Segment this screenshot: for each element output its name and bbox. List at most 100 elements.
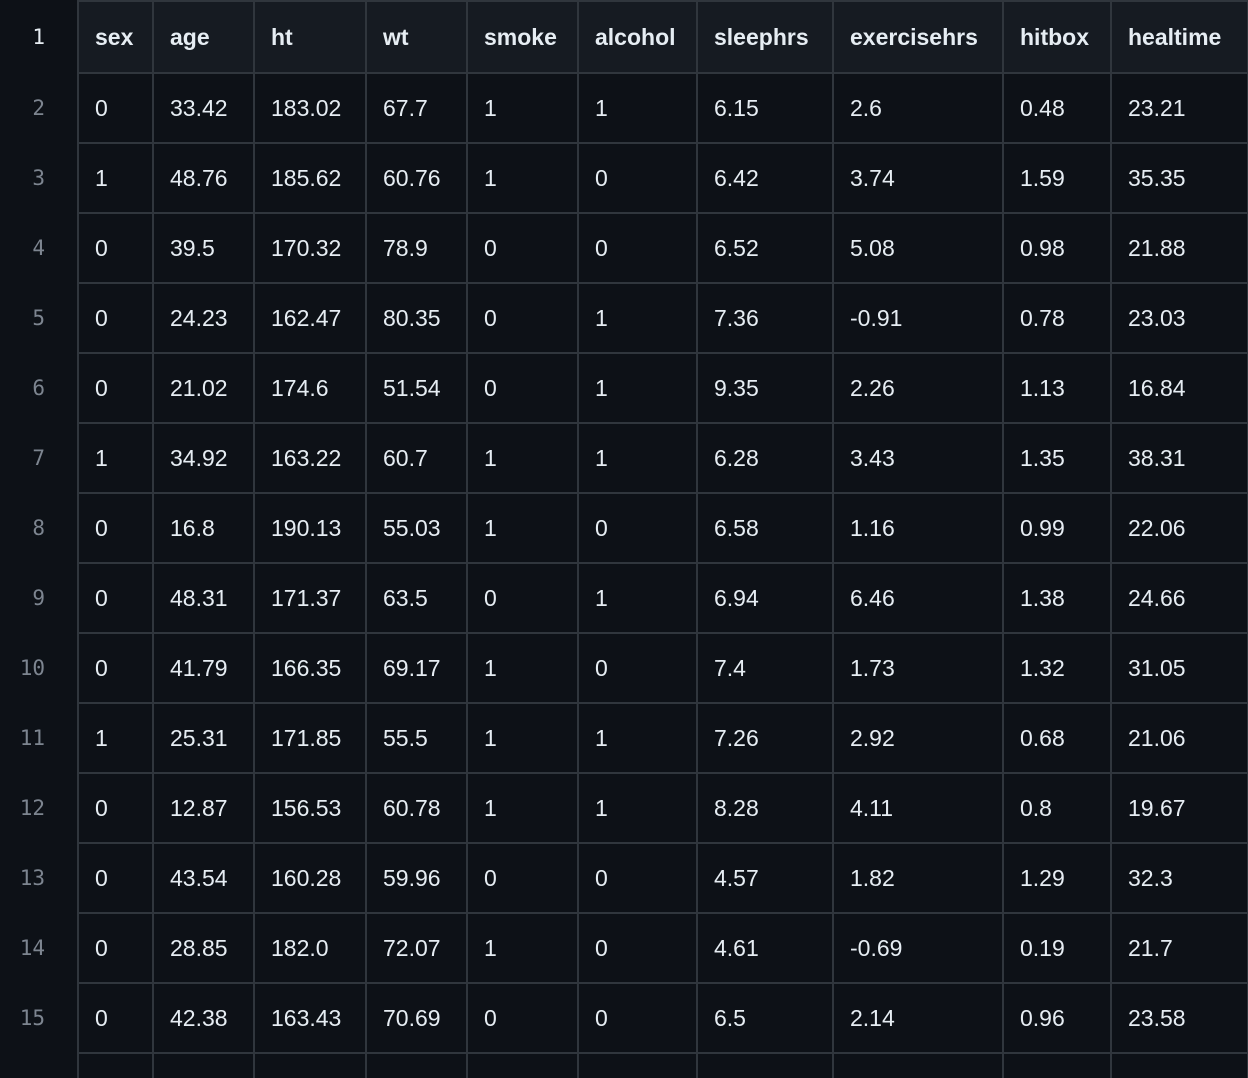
table-cell [1002, 1052, 1112, 1078]
table-cell: 1.82 [832, 842, 1004, 914]
table-cell: 35.35 [1110, 142, 1248, 214]
table-cell: 0 [77, 772, 154, 844]
table-cell: 43.54 [152, 842, 255, 914]
table-cell: 0 [466, 352, 579, 424]
table-cell: 42.38 [152, 982, 255, 1054]
table-cell: 67.7 [365, 72, 468, 144]
table-cell [365, 1052, 468, 1078]
table-cell: 1 [466, 72, 579, 144]
column-header: ht [253, 0, 367, 74]
table-cell: 4.57 [696, 842, 834, 914]
table-cell [253, 1052, 367, 1078]
table-cell: 6.15 [696, 72, 834, 144]
line-number[interactable]: 10 [0, 633, 79, 703]
table-row: 4 0 39.5 170.32 78.9 0 0 6.52 5.08 0.98 21.88 [0, 212, 1248, 284]
table-cell: 163.22 [253, 422, 367, 494]
table-row: 12 0 12.87 156.53 60.78 1 1 8.28 4.11 0.8 19.67 [0, 772, 1248, 844]
table-cell [77, 1052, 154, 1078]
line-number[interactable]: 2 [0, 73, 79, 143]
line-number[interactable]: 15 [0, 983, 79, 1053]
line-number[interactable]: 9 [0, 563, 79, 633]
line-number[interactable]: 6 [0, 353, 79, 423]
header-row: 1 sex age ht wt smoke alcohol sleephrs e… [0, 0, 1248, 74]
table-cell: 1 [577, 772, 698, 844]
table-cell: 0 [466, 982, 579, 1054]
table-row: 13 0 43.54 160.28 59.96 0 0 4.57 1.82 1.29 32.3 [0, 842, 1248, 914]
line-number[interactable]: 7 [0, 423, 79, 493]
column-header: exercisehrs [832, 0, 1004, 74]
table-cell: 41.79 [152, 632, 255, 704]
table-cell: 0.78 [1002, 282, 1112, 354]
table-cell: 60.76 [365, 142, 468, 214]
table-cell: 3.74 [832, 142, 1004, 214]
column-header: wt [365, 0, 468, 74]
table-cell: 1 [466, 772, 579, 844]
table-cell: 0 [466, 212, 579, 284]
table-cell: 4.11 [832, 772, 1004, 844]
table-cell: 166.35 [253, 632, 367, 704]
table-cell: 24.23 [152, 282, 255, 354]
table-cell: 0.98 [1002, 212, 1112, 284]
table-cell: 6.28 [696, 422, 834, 494]
table-cell: 1.29 [1002, 842, 1112, 914]
table-cell: 0.99 [1002, 492, 1112, 564]
table-cell: 0 [577, 142, 698, 214]
table-cell: 0.68 [1002, 702, 1112, 774]
line-number[interactable]: 8 [0, 493, 79, 563]
table-cell: 72.07 [365, 912, 468, 984]
table-cell: 0.96 [1002, 982, 1112, 1054]
table-cell [466, 1052, 579, 1078]
line-number[interactable]: 3 [0, 143, 79, 213]
table-cell: 1.59 [1002, 142, 1112, 214]
table-cell [696, 1052, 834, 1078]
line-number[interactable]: 12 [0, 773, 79, 843]
line-number[interactable]: 1 [0, 1, 79, 73]
line-number[interactable]: 14 [0, 913, 79, 983]
table-cell: 5.08 [832, 212, 1004, 284]
table-cell: 38.31 [1110, 422, 1248, 494]
table-cell: 0 [77, 72, 154, 144]
table-cell: 7.26 [696, 702, 834, 774]
table-row: 15 0 42.38 163.43 70.69 0 0 6.5 2.14 0.96 23.58 [0, 982, 1248, 1054]
table-cell: 0 [577, 912, 698, 984]
table-cell: -0.91 [832, 282, 1004, 354]
table-cell: 34.92 [152, 422, 255, 494]
table-cell: 0 [466, 282, 579, 354]
table-cell: 60.78 [365, 772, 468, 844]
table-cell: 1 [577, 562, 698, 634]
line-number[interactable]: 13 [0, 843, 79, 913]
table-cell: 6.42 [696, 142, 834, 214]
table-cell: 2.92 [832, 702, 1004, 774]
table-cell: 1.38 [1002, 562, 1112, 634]
table-cell: 6.94 [696, 562, 834, 634]
table-cell: 170.32 [253, 212, 367, 284]
table-cell: 78.9 [365, 212, 468, 284]
table-row: 9 0 48.31 171.37 63.5 0 1 6.94 6.46 1.38 24.66 [0, 562, 1248, 634]
table-cell: 162.47 [253, 282, 367, 354]
table-cell: 171.37 [253, 562, 367, 634]
line-number[interactable]: 11 [0, 703, 79, 773]
line-number[interactable]: 5 [0, 283, 79, 353]
table-cell: 6.58 [696, 492, 834, 564]
table-row: 3 1 48.76 185.62 60.76 1 0 6.42 3.74 1.59 35.35 [0, 142, 1248, 214]
table-cell: 22.06 [1110, 492, 1248, 564]
table-cell: 25.31 [152, 702, 255, 774]
table-cell [577, 1052, 698, 1078]
table-cell: 1 [577, 422, 698, 494]
table-cell: 16.84 [1110, 352, 1248, 424]
table-cell: 19.67 [1110, 772, 1248, 844]
table-cell: 51.54 [365, 352, 468, 424]
table-row [0, 1052, 1248, 1078]
line-number[interactable]: 4 [0, 213, 79, 283]
table-cell: 1 [577, 72, 698, 144]
table-cell: 12.87 [152, 772, 255, 844]
table-cell: 185.62 [253, 142, 367, 214]
table-cell: 32.3 [1110, 842, 1248, 914]
table-cell: 183.02 [253, 72, 367, 144]
table-cell: 1 [466, 422, 579, 494]
table-cell: 190.13 [253, 492, 367, 564]
table-cell [1110, 1052, 1248, 1078]
table-cell: 21.02 [152, 352, 255, 424]
